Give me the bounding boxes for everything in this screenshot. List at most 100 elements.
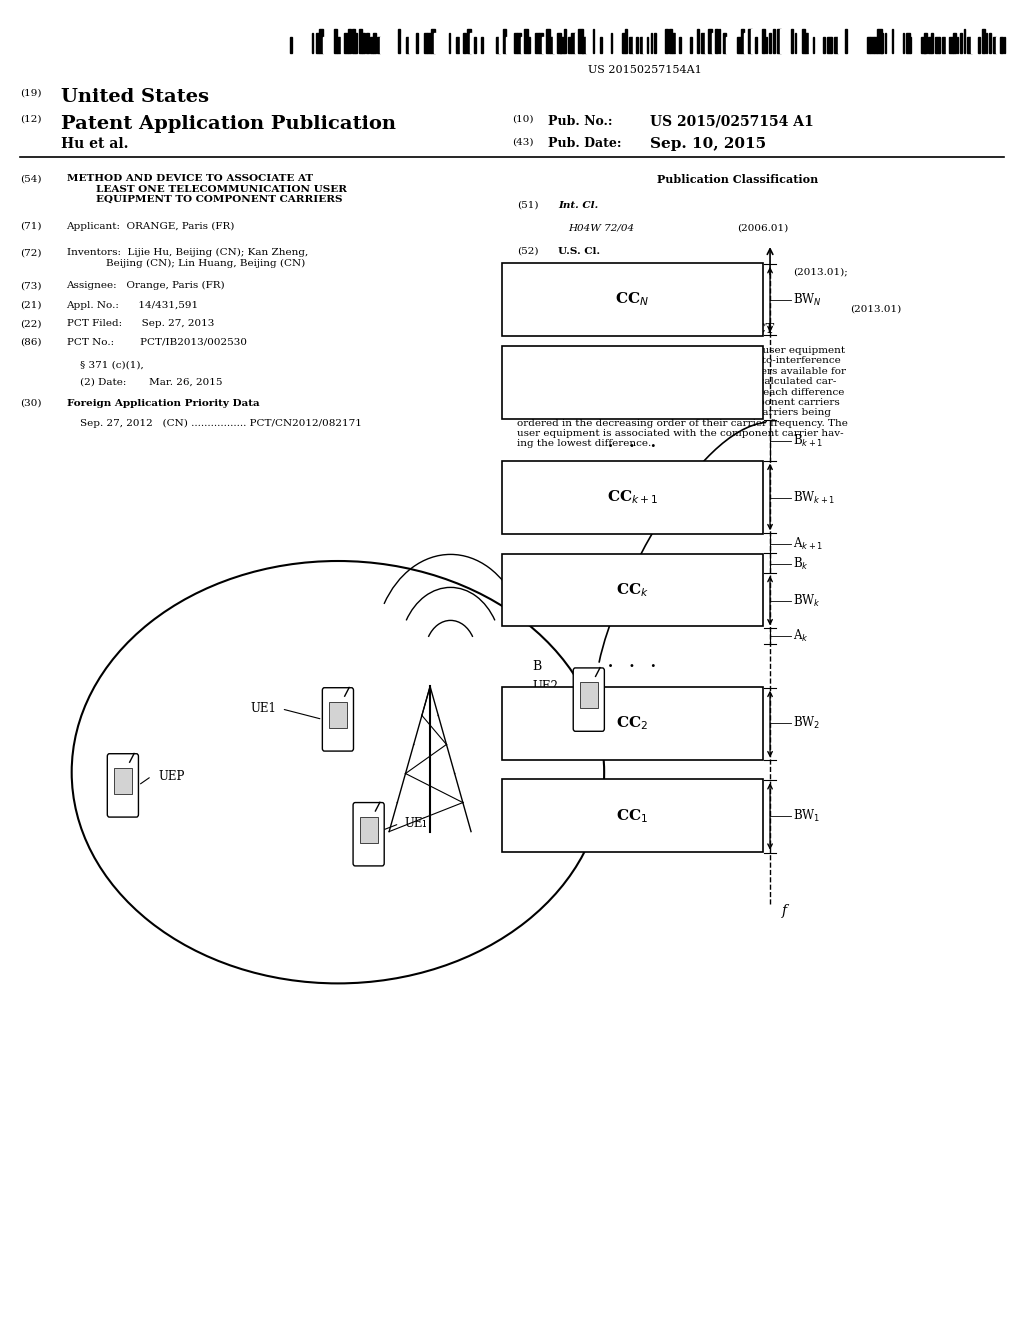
- Bar: [359, 817, 378, 843]
- Text: Publication Classification: Publication Classification: [656, 174, 818, 185]
- Bar: [690, 37, 691, 53]
- Bar: [287, 33, 289, 53]
- Bar: [910, 37, 911, 53]
- Bar: [949, 37, 952, 53]
- Bar: [524, 29, 527, 53]
- FancyBboxPatch shape: [353, 803, 384, 866]
- Bar: [351, 29, 354, 53]
- Bar: [918, 33, 919, 53]
- Bar: [921, 37, 925, 53]
- Bar: [650, 33, 652, 53]
- Bar: [985, 33, 987, 53]
- Text: U.S. Cl.: U.S. Cl.: [558, 247, 600, 256]
- Text: A method is provided to associate at least one user equipment
to a plurality of : A method is provided to associate at lea…: [517, 346, 848, 449]
- Text: (19): (19): [20, 88, 42, 98]
- Bar: [560, 37, 563, 53]
- Text: (2) Date:       Mar. 26, 2015: (2) Date: Mar. 26, 2015: [67, 378, 222, 387]
- Bar: [424, 33, 427, 53]
- Bar: [647, 37, 648, 53]
- Bar: [502, 263, 763, 335]
- Bar: [776, 29, 780, 53]
- Bar: [514, 33, 517, 53]
- Bar: [759, 37, 762, 53]
- Text: f: f: [782, 904, 787, 917]
- Bar: [791, 29, 793, 53]
- Bar: [906, 33, 910, 53]
- Bar: [395, 33, 399, 53]
- Bar: [417, 33, 418, 53]
- Bar: [484, 33, 488, 53]
- Text: UEi: UEi: [404, 817, 427, 830]
- Bar: [337, 37, 340, 53]
- Bar: [1004, 37, 1005, 53]
- Bar: [838, 29, 842, 53]
- Bar: [327, 33, 331, 53]
- Bar: [438, 37, 442, 53]
- Bar: [308, 37, 311, 53]
- Bar: [355, 33, 356, 53]
- Bar: [460, 29, 463, 53]
- Bar: [521, 37, 524, 53]
- Bar: [323, 37, 327, 53]
- Bar: [315, 33, 318, 53]
- Bar: [531, 37, 535, 53]
- Bar: [816, 29, 820, 53]
- Bar: [604, 29, 605, 53]
- Bar: [888, 37, 890, 53]
- Bar: [463, 33, 466, 53]
- Bar: [517, 33, 521, 53]
- Text: BW$_1$: BW$_1$: [793, 808, 820, 824]
- Bar: [773, 29, 774, 53]
- Bar: [305, 37, 306, 53]
- Bar: [766, 37, 767, 53]
- FancyBboxPatch shape: [108, 754, 138, 817]
- Bar: [510, 37, 513, 53]
- Bar: [996, 37, 997, 53]
- Text: A$_{k+1}$: A$_{k+1}$: [793, 536, 822, 552]
- Bar: [737, 37, 741, 53]
- Bar: [406, 37, 409, 53]
- Text: B$_k$: B$_k$: [793, 556, 808, 572]
- Bar: [961, 33, 962, 53]
- Bar: [723, 33, 726, 53]
- Bar: [752, 29, 753, 53]
- Bar: [550, 37, 554, 53]
- Bar: [294, 33, 298, 53]
- Text: BW$_{k+1}$: BW$_{k+1}$: [793, 490, 835, 506]
- Bar: [614, 29, 618, 53]
- Text: PCT No.:        PCT/IB2013/002530: PCT No.: PCT/IB2013/002530: [67, 338, 247, 347]
- Bar: [636, 37, 638, 53]
- Bar: [748, 29, 752, 53]
- Bar: [502, 686, 763, 759]
- Text: CC$_{k+1}$: CC$_{k+1}$: [606, 488, 658, 507]
- Bar: [557, 33, 561, 53]
- Bar: [298, 33, 299, 53]
- Bar: [982, 29, 985, 53]
- Bar: [334, 29, 337, 53]
- Bar: [654, 33, 655, 53]
- Bar: [348, 29, 351, 53]
- Text: B: B: [532, 660, 542, 673]
- Text: Sep. 27, 2012   (CN) ................. PCT/CN2012/082171: Sep. 27, 2012 (CN) ................. PCT…: [67, 418, 361, 428]
- Text: United States: United States: [61, 88, 210, 107]
- Text: (12): (12): [20, 115, 42, 124]
- Text: (73): (73): [20, 281, 42, 290]
- Text: H04W 72/082: H04W 72/082: [640, 288, 713, 297]
- Bar: [503, 29, 506, 53]
- Bar: [413, 29, 417, 53]
- Bar: [611, 33, 612, 53]
- Bar: [783, 37, 786, 53]
- Bar: [795, 33, 796, 53]
- Bar: [571, 33, 575, 53]
- Bar: [665, 29, 668, 53]
- Bar: [633, 33, 634, 53]
- Bar: [312, 33, 313, 53]
- Bar: [956, 37, 958, 53]
- Bar: [856, 37, 859, 53]
- Bar: [543, 37, 547, 53]
- Bar: [733, 29, 735, 53]
- Bar: [597, 29, 600, 53]
- Bar: [474, 37, 475, 53]
- Text: (22): (22): [20, 319, 42, 329]
- Text: US 2015/0257154 A1: US 2015/0257154 A1: [650, 115, 814, 129]
